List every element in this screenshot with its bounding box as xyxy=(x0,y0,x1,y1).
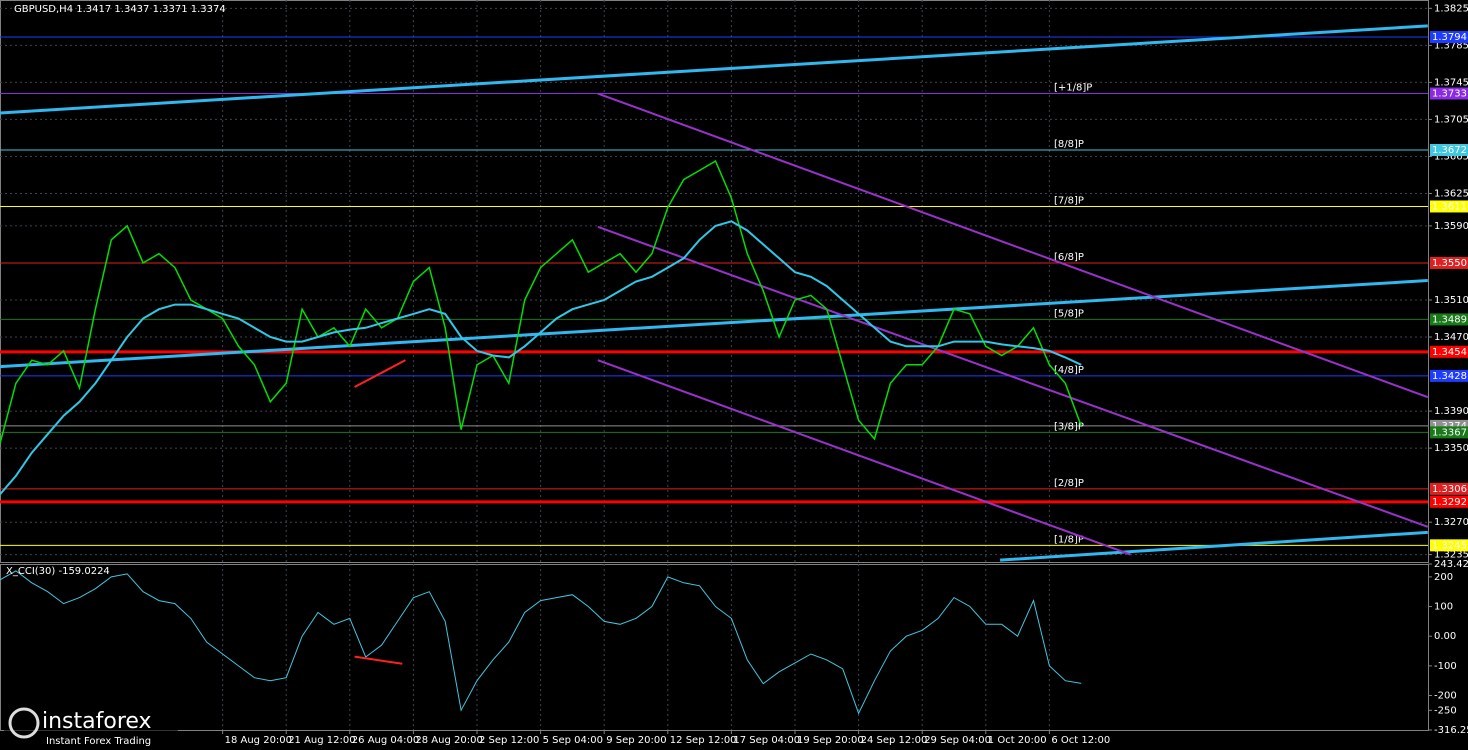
murray-label: [4/8]P xyxy=(1054,365,1084,376)
murray-label: [7/8]P xyxy=(1054,195,1084,206)
y-tick-label: 1.3625 xyxy=(1434,189,1468,200)
price-level-box xyxy=(1430,200,1468,213)
price-level-label: 1.3292 xyxy=(1432,497,1467,508)
y-tick-label: 1.3470 xyxy=(1434,332,1468,343)
cci-line xyxy=(0,570,1082,715)
y-tick-label: 1.3705 xyxy=(1434,114,1468,125)
x-tick-label: 1 Oct 20:00 xyxy=(988,735,1047,746)
x-tick-label: 9 Sep 20:00 xyxy=(606,735,666,746)
y-tick-label: 1.3350 xyxy=(1434,443,1468,454)
murray-label: [6/8]P xyxy=(1054,252,1084,263)
indicator-tick-label: -100 xyxy=(1434,661,1457,672)
price-level-box xyxy=(1430,426,1468,439)
x-tick-label: 24 Sep 12:00 xyxy=(861,735,928,746)
price-level-box xyxy=(1430,345,1468,358)
moving-average xyxy=(0,220,1082,496)
price-level-box xyxy=(1430,539,1468,552)
price-level-label: 1.3794 xyxy=(1432,32,1467,43)
price-level-label: 1.3611 xyxy=(1432,201,1467,212)
price-level-label: 1.3550 xyxy=(1432,258,1467,269)
x-tick-label: 28 Aug 20:00 xyxy=(415,735,482,746)
y-tick-label: 1.3270 xyxy=(1434,517,1468,528)
indicator-tick-label: 100 xyxy=(1434,602,1453,613)
price-level-label: 1.3428 xyxy=(1432,371,1467,382)
price-level-box xyxy=(1430,369,1468,382)
x-tick-label: 2 Sep 12:00 xyxy=(479,735,539,746)
price-level-box xyxy=(1430,143,1468,156)
price-panel-frame xyxy=(0,0,1429,563)
x-tick-label: 5 Sep 04:00 xyxy=(543,735,603,746)
price-level-label: 1.3672 xyxy=(1432,145,1467,156)
x-tick-label: 18 Aug 20:00 xyxy=(225,735,292,746)
trendline xyxy=(597,225,1429,528)
indicator-tick-label: 200 xyxy=(1434,572,1453,583)
indicator-tick-label: -250 xyxy=(1434,705,1457,716)
y-tick-label: 1.3590 xyxy=(1434,221,1468,232)
x-tick-label: 6 Oct 12:00 xyxy=(1051,735,1110,746)
x-tick-label: 12 Sep 12:00 xyxy=(670,735,737,746)
price-level-box xyxy=(1430,482,1468,495)
price-level-label: 1.3454 xyxy=(1432,347,1467,358)
trendline xyxy=(0,24,1428,115)
price-level-label: 1.3489 xyxy=(1432,314,1467,325)
x-tick-label: 19 Sep 20:00 xyxy=(797,735,864,746)
trendline xyxy=(597,92,1429,399)
murray-label: [8/8]P xyxy=(1054,139,1084,150)
murray-label: [+1/8]P xyxy=(1054,83,1092,94)
price-level-label: 1.3306 xyxy=(1432,484,1467,495)
y-tick-label: 1.3785 xyxy=(1434,40,1468,51)
price-level-label: 1.3733 xyxy=(1432,89,1467,100)
y-tick-label: 1.3665 xyxy=(1434,151,1468,162)
x-tick-label: 17 Sep 04:00 xyxy=(733,735,800,746)
indicator-title: X_CCI(30) -159.0224 xyxy=(6,566,110,577)
indicator-tick-label: -200 xyxy=(1434,691,1457,702)
x-tick-label: 26 Aug 04:00 xyxy=(352,735,419,746)
x-tick-label: 21 Aug 12:00 xyxy=(288,735,355,746)
murray-label: [3/8]P xyxy=(1054,421,1084,432)
x-tick-label: 29 Sep 04:00 xyxy=(924,735,991,746)
chart-title: GBPUSD,H4 1.3417 1.3437 1.3371 1.3374 xyxy=(14,4,226,15)
watermark-logo xyxy=(8,707,40,739)
watermark-brand: instaforex xyxy=(42,709,152,734)
price-level-box xyxy=(1430,31,1468,44)
y-tick-label: 1.3235 xyxy=(1434,550,1468,561)
y-tick-label: 1.3390 xyxy=(1434,406,1468,417)
watermark-tagline: Instant Forex Trading xyxy=(46,736,151,747)
price-level-box xyxy=(1430,87,1468,100)
trendline xyxy=(354,359,406,388)
indicator-tick-label: 243.429 xyxy=(1434,559,1468,570)
y-tick-label: 1.3510 xyxy=(1434,295,1468,306)
indicator-tick-label: 0.00 xyxy=(1434,631,1456,642)
watermark: instaforex Instant Forex Trading xyxy=(4,706,178,747)
y-tick-label: 1.3745 xyxy=(1434,77,1468,88)
indicator-panel-frame xyxy=(0,564,1429,731)
trendline xyxy=(0,279,1428,369)
price-level-box xyxy=(1430,495,1468,508)
trendline xyxy=(1000,530,1428,562)
price-level-box xyxy=(1430,256,1468,269)
murray-label: [2/8]P xyxy=(1054,478,1084,489)
murray-label: [5/8]P xyxy=(1054,308,1084,319)
murray-label: [1/8]P xyxy=(1054,534,1084,545)
price-level-label: 1.3367 xyxy=(1432,427,1467,438)
y-tick-label: 1.3825 xyxy=(1434,3,1468,14)
cci-trendline xyxy=(354,655,403,665)
price-level-box xyxy=(1430,313,1468,326)
indicator-tick-label: -316.257 xyxy=(1434,725,1468,736)
price-level-label: 1.3245 xyxy=(1432,540,1467,551)
trendline xyxy=(597,359,1131,556)
price-line xyxy=(0,160,1082,444)
